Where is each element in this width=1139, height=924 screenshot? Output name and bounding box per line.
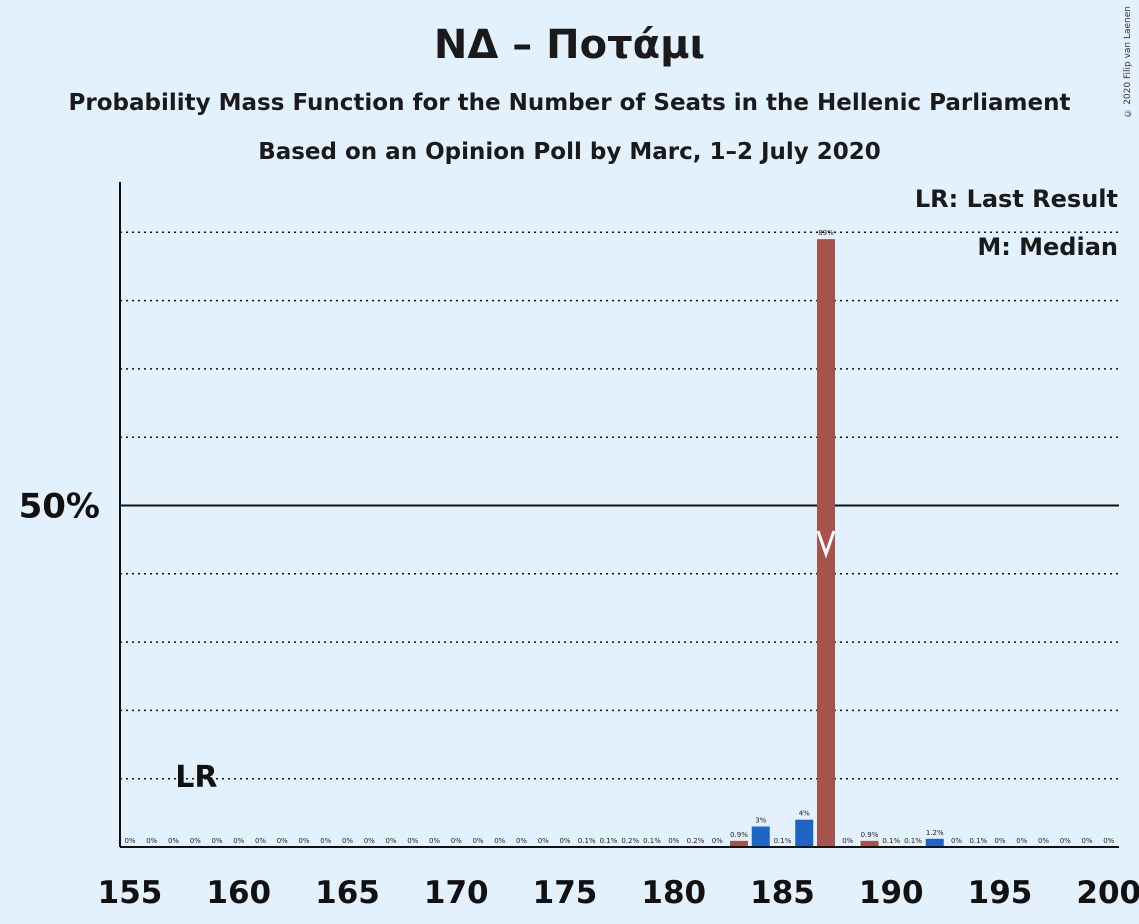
data-label-seat-186: 4% [799, 810, 810, 818]
bar-seat-187 [817, 239, 835, 847]
x-tick-label: 190 [859, 875, 924, 911]
data-label-seat-193: 0% [951, 837, 962, 845]
data-label-seat-200: 0% [1103, 837, 1114, 845]
data-label-seat-158: 0% [190, 837, 201, 845]
y-tick-label: 50% [19, 487, 100, 527]
data-label-seat-180: 0% [668, 837, 679, 845]
bar-seat-186 [795, 819, 814, 847]
data-label-seat-198: 0% [1060, 837, 1071, 845]
data-label-seat-195: 0% [994, 837, 1005, 845]
data-label-seat-179: 0.1% [643, 837, 661, 845]
chart-title: ΝΔ – Ποτάμι [433, 22, 706, 68]
bar-series [730, 239, 944, 847]
last-result-marker: LR [175, 760, 217, 795]
data-label-seat-159: 0% [211, 837, 222, 845]
bar-seat-183 [730, 840, 748, 847]
chart-subtitle: Probability Mass Function for the Number… [68, 90, 1071, 116]
data-label-seat-165: 0% [342, 837, 353, 845]
data-label-seat-171: 0% [472, 837, 483, 845]
bar-seat-192 [925, 838, 944, 847]
data-labels: 0% 0% 0% 0% 0% 0% 0% 0% 0% 0% 0% 0% 0% 0% 0% 0% 0% 0% 0% 0%… [124, 229, 1114, 845]
x-tick-label: 195 [968, 875, 1033, 911]
data-label-seat-192: 1.2% [926, 829, 944, 837]
data-label-seat-189: 0.9% [861, 831, 879, 839]
data-label-seat-156: 0% [146, 837, 157, 845]
data-label-seat-169: 0% [429, 837, 440, 845]
data-label-seat-168: 0% [407, 837, 418, 845]
data-label-seat-170: 0% [451, 837, 462, 845]
data-label-seat-157: 0% [168, 837, 179, 845]
data-label-seat-194: 0.1% [969, 837, 987, 845]
data-label-seat-184: 3% [755, 817, 766, 825]
x-tick-label: 160 [206, 875, 271, 911]
axes: 50% 155 160 165 170 175 180 185 190 195 200 [19, 182, 1139, 911]
data-label-seat-162: 0% [277, 837, 288, 845]
data-label-seat-166: 0% [364, 837, 375, 845]
chart-subtitle-poll: Based on an Opinion Poll by Marc, 1–2 Ju… [258, 139, 881, 165]
bar-seat-184 [751, 826, 770, 847]
data-label-seat-167: 0% [385, 837, 396, 845]
data-label-seat-183: 0.9% [730, 831, 748, 839]
data-label-seat-160: 0% [233, 837, 244, 845]
data-label-seat-172: 0% [494, 837, 505, 845]
x-tick-label: 180 [641, 875, 706, 911]
data-label-seat-178: 0.2% [621, 837, 639, 845]
data-label-seat-164: 0% [320, 837, 331, 845]
data-label-seat-181: 0.2% [687, 837, 705, 845]
x-tick-label: 185 [750, 875, 815, 911]
data-label-seat-191: 0.1% [904, 837, 922, 845]
data-label-seat-174: 0% [538, 837, 549, 845]
median-marker [816, 530, 836, 559]
data-label-seat-176: 0.1% [578, 837, 596, 845]
data-label-seat-190: 0.1% [882, 837, 900, 845]
x-tick-label: 165 [315, 875, 380, 911]
x-tick-label: 175 [533, 875, 598, 911]
grid-lines [120, 231, 1119, 780]
data-label-seat-173: 0% [516, 837, 527, 845]
data-label-seat-177: 0.1% [600, 837, 618, 845]
data-label-seat-185: 0.1% [774, 837, 792, 845]
data-label-seat-197: 0% [1038, 837, 1049, 845]
data-label-seat-175: 0% [559, 837, 570, 845]
data-label-seat-187: 89% [818, 229, 834, 237]
x-tick-label: 200 [1076, 875, 1139, 911]
data-label-seat-155: 0% [124, 837, 135, 845]
legend-median: M: Median [977, 233, 1118, 261]
data-label-seat-199: 0% [1081, 837, 1092, 845]
data-label-seat-182: 0% [712, 837, 723, 845]
data-label-seat-161: 0% [255, 837, 266, 845]
x-tick-label: 170 [424, 875, 489, 911]
data-label-seat-163: 0% [298, 837, 309, 845]
legend-last-result: LR: Last Result [914, 185, 1118, 213]
data-label-seat-188: 0% [842, 837, 853, 845]
x-tick-label: 155 [98, 875, 163, 911]
data-label-seat-196: 0% [1016, 837, 1027, 845]
bar-seat-189 [860, 840, 879, 847]
